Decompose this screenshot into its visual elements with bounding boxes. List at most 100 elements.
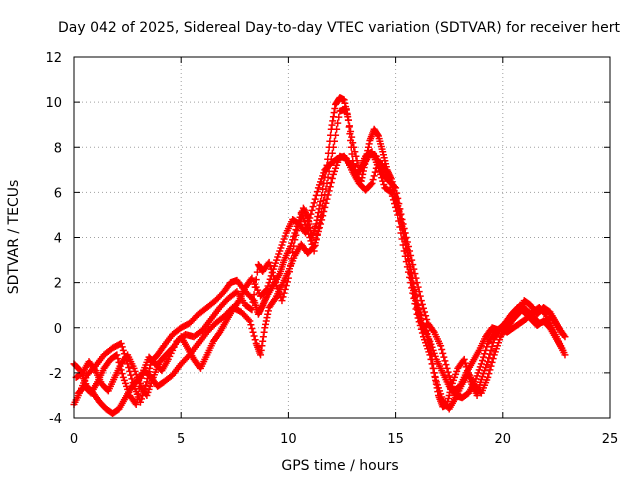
data-point <box>391 183 399 191</box>
data-point <box>247 305 255 313</box>
data-point <box>118 370 126 378</box>
data-point <box>394 211 402 219</box>
data-point <box>430 369 438 377</box>
data-point <box>268 268 276 276</box>
data-point <box>394 194 402 202</box>
data-point <box>461 359 469 367</box>
data-point <box>423 315 431 323</box>
data-point <box>439 349 447 357</box>
x-tick-label: 25 <box>602 432 619 447</box>
data-point <box>427 355 435 363</box>
data-point <box>414 283 422 291</box>
y-tick-label: -4 <box>49 412 62 427</box>
data-point <box>125 364 133 372</box>
data-point <box>406 247 414 255</box>
data-point <box>398 235 406 243</box>
data-point <box>313 230 321 238</box>
data-point <box>318 208 326 216</box>
data-point <box>244 315 252 323</box>
data-point <box>310 247 318 255</box>
data-point <box>401 229 409 237</box>
data-point <box>485 354 493 362</box>
data-point <box>249 298 257 306</box>
series-track-b <box>70 152 569 417</box>
data-point <box>486 366 494 374</box>
data-point <box>333 125 341 133</box>
data-point <box>481 350 489 358</box>
data-point <box>413 279 421 287</box>
data-point <box>248 325 256 333</box>
data-point <box>353 157 361 165</box>
data-point <box>437 342 445 350</box>
data-point <box>399 220 407 228</box>
data-point <box>484 373 492 381</box>
data-point <box>306 214 314 222</box>
data-point <box>330 137 338 145</box>
data-point <box>408 284 416 292</box>
data-point <box>285 268 293 276</box>
data-point <box>335 113 343 121</box>
y-tick-label: 4 <box>54 232 62 247</box>
data-point <box>265 279 273 287</box>
data-point <box>118 343 126 351</box>
data-point <box>342 105 350 113</box>
data-point <box>279 293 287 301</box>
data-point <box>415 288 423 296</box>
data-point <box>246 317 254 325</box>
data-point <box>417 325 425 333</box>
data-point <box>321 191 329 199</box>
data-point <box>280 289 288 297</box>
data-point <box>409 261 417 269</box>
data-point <box>404 268 412 276</box>
data-point <box>289 249 297 257</box>
data-point <box>270 296 278 304</box>
data-point <box>311 241 319 249</box>
data-point <box>283 278 291 286</box>
y-tick-label: 8 <box>54 141 62 156</box>
y-tick-label: 0 <box>54 322 62 337</box>
data-point <box>415 306 423 314</box>
data-point <box>326 183 334 191</box>
data-point <box>131 399 139 407</box>
data-point <box>314 224 322 232</box>
data-point <box>317 197 325 205</box>
data-point <box>264 282 272 290</box>
x-tick-label: 10 <box>280 432 297 447</box>
data-point <box>447 379 455 387</box>
data-point <box>348 133 356 141</box>
data-point <box>308 206 316 214</box>
data-point <box>416 292 424 300</box>
data-point <box>488 358 496 366</box>
y-tick-label: 6 <box>54 186 62 201</box>
data-point <box>559 346 567 354</box>
data-point <box>484 358 492 366</box>
data-point <box>483 343 491 351</box>
x-tick-label: 0 <box>70 432 78 447</box>
data-point <box>323 179 331 187</box>
data-point <box>315 219 323 227</box>
y-axis-label: SDTVAR / TECUs <box>6 180 22 295</box>
data-point <box>442 361 450 369</box>
data-point <box>440 353 448 361</box>
data-point <box>132 400 140 408</box>
data-point <box>487 362 495 370</box>
data-point <box>404 243 412 251</box>
x-tick-label: 15 <box>387 432 404 447</box>
data-point <box>411 300 419 308</box>
data-point <box>399 241 407 249</box>
data-point <box>281 285 289 293</box>
data-point <box>367 180 375 188</box>
data-point <box>249 328 257 336</box>
data-point <box>288 255 296 263</box>
data-point <box>302 229 310 237</box>
data-point <box>251 336 259 344</box>
data-point <box>266 275 274 283</box>
data-point <box>407 252 415 260</box>
data-point <box>290 242 298 250</box>
x-tick-label: 5 <box>177 432 185 447</box>
data-point <box>282 282 290 290</box>
data-point <box>312 191 320 199</box>
data-point <box>369 176 377 184</box>
data-point <box>113 351 121 359</box>
y-tick-label: 12 <box>45 51 62 66</box>
